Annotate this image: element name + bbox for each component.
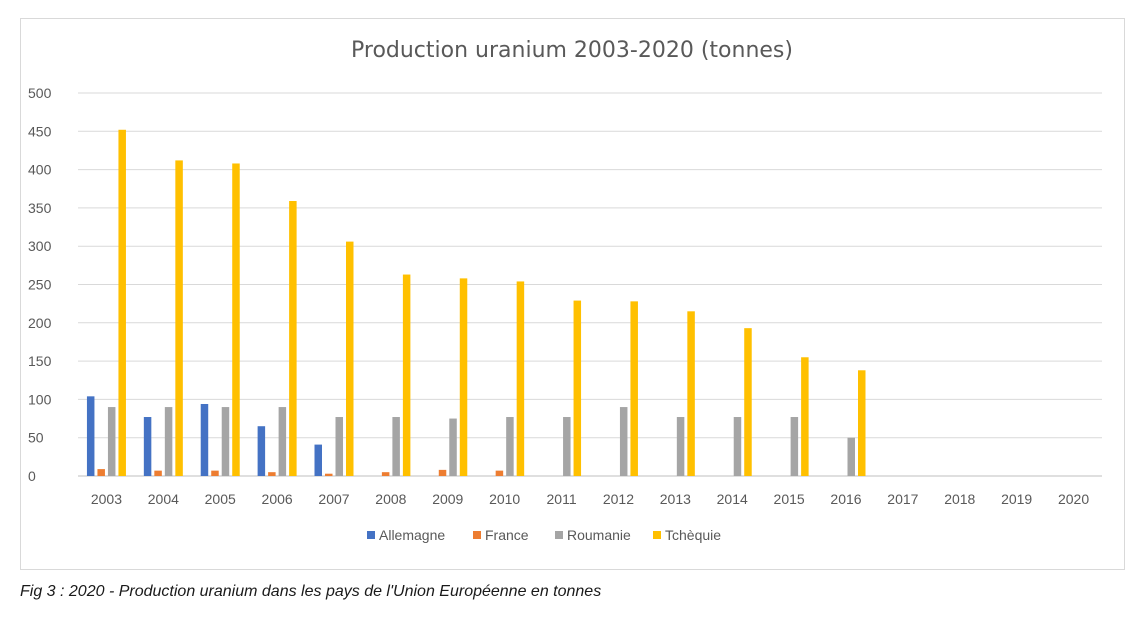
x-tick-label: 2015 [774,491,805,507]
bar-roumanie-2016 [847,437,855,476]
x-tick-label: 2010 [489,491,520,507]
bar-tchèquie-2008 [402,274,411,476]
x-tick-label: 2020 [1058,491,1089,507]
legend-label: Allemagne [379,527,445,543]
chart-title: Production uranium 2003-2020 (tonnes) [351,38,793,63]
bar-tchèquie-2007 [346,241,354,476]
bar-tchèquie-2005 [232,163,240,477]
bar-france-2008 [381,472,390,476]
legend-swatch-france [473,531,481,539]
y-tick-label: 250 [28,277,52,293]
y-tick-label: 350 [28,200,52,216]
bar-roumanie-2012 [619,407,628,476]
x-tick-label: 2016 [830,491,861,507]
x-tick-label: 2003 [91,491,122,507]
figure-caption: Fig 3 : 2020 - Production uranium dans l… [20,583,602,600]
bar-roumanie-2011 [563,417,571,476]
y-tick-label: 450 [28,123,52,139]
bar-tchèquie-2009 [459,278,468,476]
bar-roumanie-2010 [506,417,514,476]
bar-tchèquie-2011 [573,300,582,476]
bar-tchèquie-2012 [630,301,638,476]
bar-roumanie-2007 [335,417,343,476]
bar-france-2010 [495,470,504,476]
bar-roumanie-2009 [449,418,457,476]
x-tick-label: 2013 [660,491,691,507]
bar-allemagne-2007 [314,444,322,476]
bar-allemagne-2003 [86,396,95,476]
bar-tchèquie-2014 [744,328,752,476]
x-tick-label: 2012 [603,491,634,507]
bar-tchèquie-2010 [516,281,525,476]
bar-roumanie-2014 [733,417,742,476]
bar-france-2005 [211,470,219,476]
bar-allemagne-2005 [200,403,209,476]
bar-tchèquie-2003 [118,129,126,476]
bar-tchèquie-2004 [175,160,183,476]
y-tick-label: 50 [28,430,44,446]
x-tick-label: 2014 [717,491,748,507]
bar-roumanie-2006 [278,407,287,476]
bar-allemagne-2006 [257,426,266,476]
bar-france-2006 [268,472,276,476]
bar-france-2007 [325,473,333,476]
x-tick-label: 2017 [887,491,918,507]
bar-roumanie-2004 [164,407,173,476]
x-tick-label: 2008 [375,491,406,507]
bar-tchèquie-2006 [289,201,297,477]
bar-france-2004 [154,470,162,476]
x-tick-label: 2004 [148,491,179,507]
legend-label: Tchèquie [665,527,721,543]
x-tick-label: 2019 [1001,491,1032,507]
bar-roumanie-2013 [676,417,685,476]
bar-allemagne-2004 [143,417,152,476]
y-tick-label: 500 [28,85,52,101]
y-tick-label: 200 [28,315,52,331]
bar-tchèquie-2015 [801,357,809,476]
bar-roumanie-2015 [790,417,799,476]
x-tick-label: 2018 [944,491,975,507]
y-tick-label: 100 [28,391,52,407]
legend-swatch-tchèquie [653,531,661,539]
x-tick-label: 2009 [432,491,463,507]
legend-label: France [485,527,529,543]
bar-france-2009 [438,469,447,476]
y-tick-label: 400 [28,162,52,178]
x-tick-label: 2011 [547,491,577,507]
x-tick-label: 2005 [205,491,236,507]
legend-label: Roumanie [567,527,631,543]
legend-swatch-allemagne [367,531,375,539]
legend-swatch-roumanie [555,531,563,539]
bar-roumanie-2003 [107,407,116,476]
y-tick-label: 300 [28,238,52,254]
x-tick-label: 2006 [262,491,293,507]
bar-tchèquie-2013 [687,311,695,476]
bar-tchèquie-2016 [858,370,866,476]
chart-frame [20,18,1125,570]
bar-roumanie-2005 [221,407,230,476]
y-tick-label: 0 [28,468,36,484]
x-tick-label: 2007 [318,491,349,507]
bar-france-2003 [97,469,105,476]
y-tick-label: 150 [28,353,52,369]
bar-roumanie-2008 [392,417,400,476]
